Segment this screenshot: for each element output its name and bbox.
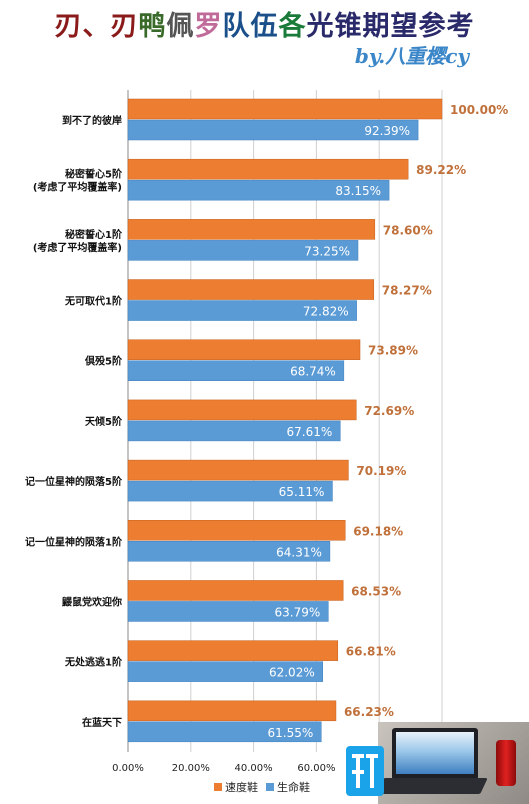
bar-speed-2 <box>127 219 376 240</box>
label-hp-2: 73.25% <box>304 244 350 258</box>
label-speed-1: 89.22% <box>416 163 466 177</box>
bar-speed-4 <box>127 339 361 360</box>
category-label-1-1: (考虑了平均覆盖率) <box>33 181 122 194</box>
category-label-7: 记一位星神的陨落1阶 <box>25 535 123 548</box>
bar-speed-6 <box>127 459 349 481</box>
category-label-2-1: (考虑了平均覆盖率) <box>33 241 122 254</box>
label-hp-10: 61.55% <box>268 726 314 740</box>
advertisement-photo <box>378 722 529 804</box>
soda-can-image <box>496 740 516 786</box>
bar-speed-8 <box>127 580 344 601</box>
category-label-5: 天倾5阶 <box>85 415 123 428</box>
label-hp-4: 68.74% <box>290 365 336 379</box>
legend-label-hp: 生命鞋 <box>277 780 310 794</box>
title-part-3: 罗 <box>194 11 223 42</box>
label-hp-0: 92.39% <box>364 124 410 138</box>
bar-hp-3 <box>127 300 357 321</box>
bar-speed-10 <box>127 700 337 722</box>
bar-hp-1 <box>127 179 390 201</box>
category-label-1-0: 秘密誓心5阶 <box>65 168 123 181</box>
bar-hp-0 <box>127 119 419 141</box>
bar-speed-1 <box>127 158 409 180</box>
title-part-2: 佩 <box>166 11 195 42</box>
bar-speed-7 <box>127 520 346 541</box>
bar-hp-10 <box>127 721 322 743</box>
bar-speed-0 <box>127 98 443 120</box>
bar-hp-9 <box>127 661 323 682</box>
title-part-6: 光锥期望参考 <box>306 11 475 42</box>
laptop-base <box>378 778 488 794</box>
x-tick-label-3: 60.00% <box>297 763 335 774</box>
label-speed-4: 73.89% <box>368 344 418 358</box>
label-hp-9: 62.02% <box>269 666 315 680</box>
category-label-4: 倶殁5阶 <box>84 355 123 368</box>
label-hp-3: 72.82% <box>303 305 349 319</box>
author-byline: by.八重樱cy <box>354 44 469 68</box>
category-label-0: 到不了的彼岸 <box>62 114 122 127</box>
label-speed-5: 72.69% <box>364 404 414 418</box>
label-hp-5: 67.61% <box>287 425 333 439</box>
legend-label-speed: 速度鞋 <box>225 780 258 794</box>
chart-title: 刃、刃鸭佩罗队伍各光锥期望参考 <box>0 4 529 43</box>
label-hp-7: 64.31% <box>276 545 322 559</box>
x-tick-label-0: 0.00% <box>112 763 144 774</box>
site-logo <box>346 746 384 796</box>
category-label-8: 鼹鼠党欢迎你 <box>61 595 122 608</box>
bar-hp-4 <box>127 360 345 381</box>
x-tick-label-2: 40.00% <box>235 763 273 774</box>
bar-speed-5 <box>127 399 357 421</box>
bar-hp-7 <box>127 541 331 562</box>
label-hp-1: 83.15% <box>335 184 381 198</box>
bar-speed-3 <box>127 279 375 300</box>
label-hp-6: 65.11% <box>279 485 325 499</box>
category-label-10: 在蓝天下 <box>82 716 122 729</box>
legend-swatch-speed <box>214 783 222 791</box>
category-label-9: 无处逃逃1阶 <box>64 656 123 669</box>
category-label-3: 无可取代1阶 <box>64 295 123 308</box>
title-part-5: 各 <box>278 11 307 42</box>
title-part-0: 刃、刃 <box>54 11 139 42</box>
label-speed-8: 68.53% <box>351 584 401 598</box>
x-tick-label-1: 20.00% <box>172 763 210 774</box>
label-speed-9: 66.81% <box>346 645 396 659</box>
category-label-2-0: 秘密誓心1阶 <box>65 228 123 241</box>
legend-swatch-hp <box>266 783 274 791</box>
bar-hp-2 <box>127 240 359 261</box>
bar-hp-8 <box>127 601 329 622</box>
label-speed-3: 78.27% <box>382 284 432 298</box>
label-speed-10: 66.23% <box>344 705 394 719</box>
label-speed-6: 70.19% <box>356 464 406 478</box>
laptop-image <box>392 728 478 780</box>
bar-hp-5 <box>127 420 341 442</box>
label-speed-7: 69.18% <box>353 524 403 538</box>
category-label-6: 记一位星神的陨落5阶 <box>25 475 123 488</box>
title-part-1: 鸭 <box>138 11 167 42</box>
title-part-4: 队伍 <box>222 11 279 42</box>
label-speed-2: 78.60% <box>383 223 433 237</box>
bar-hp-6 <box>127 480 333 502</box>
bar-speed-9 <box>127 640 339 661</box>
label-speed-0: 100.00% <box>450 103 508 117</box>
label-hp-8: 63.79% <box>275 605 321 619</box>
